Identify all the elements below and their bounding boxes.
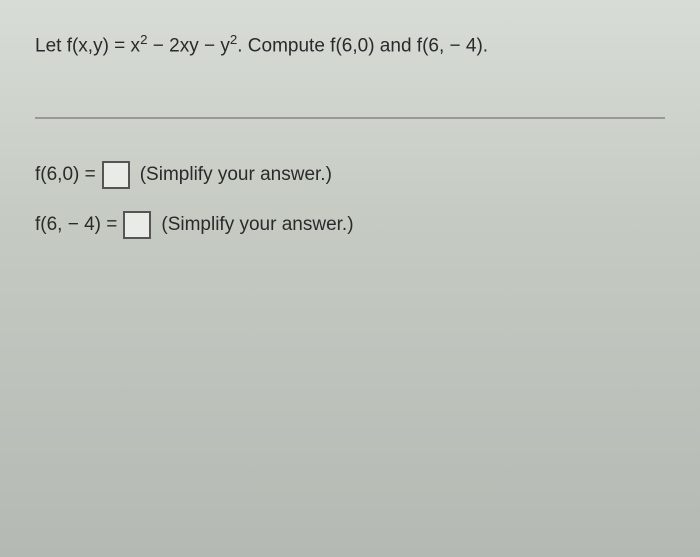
- answer-label-2: f(6, − 4) =: [35, 214, 117, 236]
- answer-hint-1: (Simplify your answer.): [140, 164, 332, 186]
- problem-prefix: Let f(x,y) = x: [35, 35, 140, 56]
- answer-line-2: f(6, − 4) = (Simplify your answer.): [35, 211, 665, 239]
- problem-statement: Let f(x,y) = x2 − 2xy − y2. Compute f(6,…: [35, 30, 665, 89]
- section-divider: [35, 117, 665, 119]
- answer-input-1[interactable]: [102, 161, 130, 189]
- page-container: Let f(x,y) = x2 − 2xy − y2. Compute f(6,…: [0, 0, 700, 557]
- answer-label-1: f(6,0) =: [35, 164, 96, 186]
- answer-hint-2: (Simplify your answer.): [161, 214, 353, 236]
- answer-input-2[interactable]: [123, 211, 151, 239]
- answer-line-1: f(6,0) = (Simplify your answer.): [35, 161, 665, 189]
- problem-suffix: . Compute f(6,0) and f(6, − 4).: [237, 35, 488, 56]
- problem-mid1: − 2xy − y: [147, 35, 229, 56]
